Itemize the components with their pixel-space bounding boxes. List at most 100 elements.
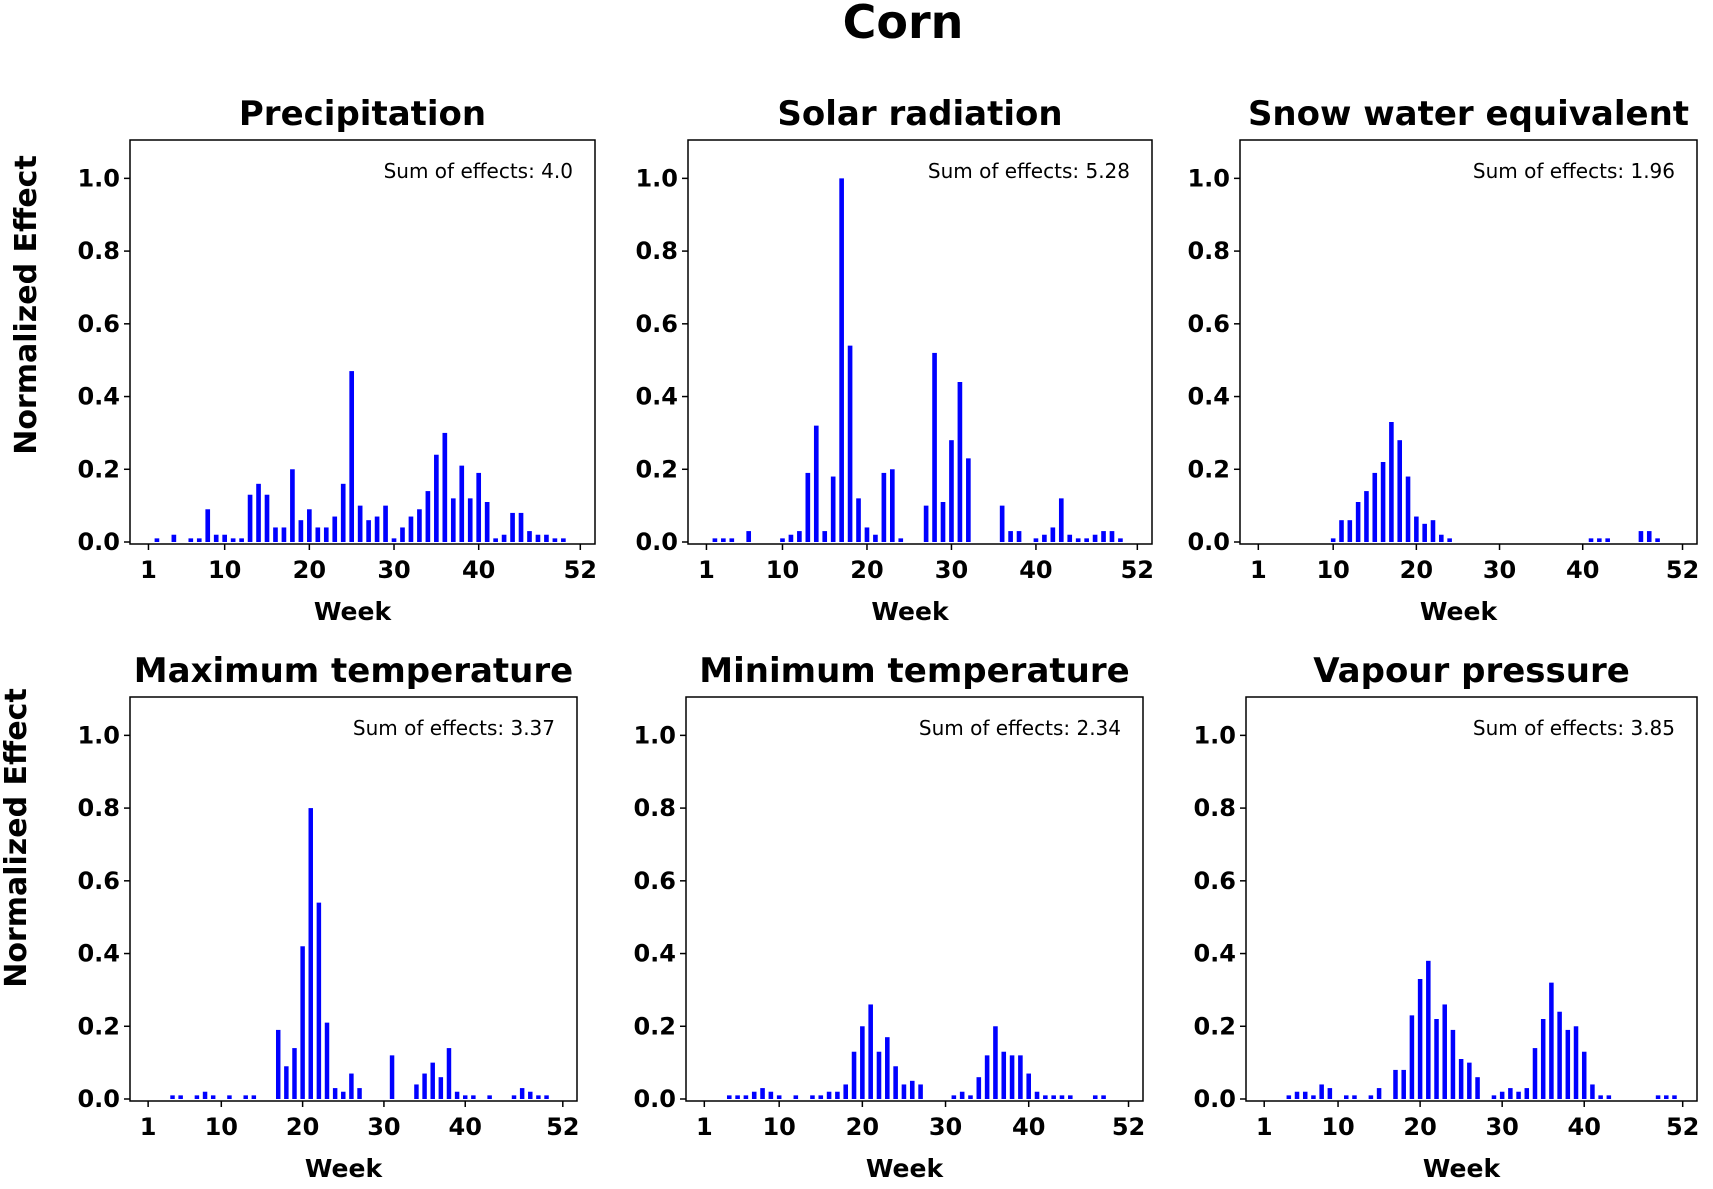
x-tick-label: 20 — [293, 556, 326, 584]
y-tick-label: 1.0 — [77, 721, 120, 749]
x-tick-label: 10 — [1316, 556, 1349, 584]
panel-title: Precipitation — [239, 94, 486, 134]
x-axis-label: Week — [1420, 597, 1499, 626]
bar — [535, 534, 541, 542]
bar — [315, 527, 321, 542]
bar — [1655, 1095, 1661, 1099]
y-tick-label: 0.8 — [1187, 237, 1230, 265]
bar — [493, 538, 498, 542]
bar — [901, 1084, 907, 1099]
bar — [1447, 538, 1452, 542]
bar — [1426, 960, 1431, 1099]
x-tick-label: 52 — [564, 556, 597, 584]
x-tick-label: 52 — [1121, 556, 1154, 584]
bar — [281, 527, 287, 542]
bar — [826, 1091, 832, 1099]
bar — [1050, 527, 1056, 542]
bar — [438, 1077, 444, 1099]
bar — [1524, 1088, 1530, 1099]
bar — [471, 1095, 476, 1099]
y-tick-label: 0.8 — [1193, 794, 1236, 822]
bar — [1068, 1095, 1073, 1099]
bar — [721, 538, 726, 542]
bar — [1319, 1084, 1324, 1099]
bar — [864, 527, 870, 542]
bar — [835, 1091, 840, 1099]
plot-frame — [685, 696, 1144, 1102]
x-tick-label: 30 — [367, 1113, 400, 1141]
bar — [1018, 1055, 1023, 1099]
bar — [830, 476, 836, 542]
bar — [856, 498, 861, 542]
bar — [264, 494, 270, 542]
bar — [957, 382, 963, 542]
bar — [222, 534, 228, 542]
bar — [341, 1091, 346, 1099]
bar — [847, 345, 853, 542]
chart-panel: Snow water equivalent Sum of effects: 1.9… — [1187, 94, 1699, 626]
bar — [528, 1091, 533, 1099]
bar — [239, 538, 244, 542]
bar — [976, 1077, 982, 1099]
bar — [383, 505, 388, 542]
bar — [1439, 534, 1444, 542]
bar — [1092, 1095, 1098, 1099]
bar — [527, 531, 532, 542]
bar — [1508, 1088, 1513, 1099]
bar — [459, 465, 465, 542]
x-axis-label: Week — [1423, 1154, 1502, 1183]
bar — [340, 483, 346, 542]
bar — [810, 1095, 815, 1099]
bar — [760, 1088, 765, 1099]
bar — [940, 502, 946, 542]
bar — [746, 531, 752, 542]
sum-of-effects-label: Sum of effects: 2.34 — [919, 716, 1121, 740]
bar — [292, 1048, 297, 1099]
y-tick-label: 0.0 — [77, 1085, 120, 1113]
bar — [275, 1029, 281, 1099]
x-tick-label: 10 — [208, 556, 241, 584]
x-tick-label: 20 — [850, 556, 883, 584]
x-tick-label: 30 — [929, 1113, 962, 1141]
x-tick-label: 52 — [1666, 556, 1699, 584]
y-tick-label: 0.6 — [77, 867, 120, 895]
bar — [1339, 520, 1344, 542]
chart-panels: Precipitation Sum of effects: 4.0 0.0 0.2 0.… — [77, 94, 1699, 1183]
y-tick-label: 0.6 — [635, 310, 678, 338]
bar — [510, 512, 515, 542]
x-tick-label: 20 — [846, 1113, 879, 1141]
y-tick-label: 0.0 — [633, 1085, 676, 1113]
bar — [1101, 531, 1106, 542]
x-tick-label: 1 — [1250, 556, 1267, 584]
y-tick-label: 0.2 — [633, 1012, 676, 1040]
bar — [1344, 1095, 1349, 1099]
panel-title: Snow water equivalent — [1248, 94, 1689, 134]
bar — [1655, 538, 1660, 542]
bar — [425, 491, 431, 542]
bar — [400, 527, 405, 542]
x-axis-label: Week — [305, 1154, 384, 1183]
bar — [881, 472, 887, 542]
bar — [1590, 1084, 1595, 1099]
bar — [1009, 1055, 1015, 1099]
bar — [298, 520, 304, 542]
plot-frame — [129, 139, 596, 545]
bar — [188, 538, 194, 542]
x-tick-label: 40 — [1019, 556, 1052, 584]
bar — [484, 502, 490, 542]
bar — [171, 534, 177, 542]
bar — [446, 1048, 452, 1099]
x-tick-label: 40 — [462, 556, 495, 584]
bar — [1372, 472, 1378, 542]
bar — [1364, 491, 1369, 542]
bar — [357, 505, 363, 542]
bar — [1001, 1051, 1007, 1099]
y-axis-label-bottom: Normalized Effect — [0, 688, 34, 988]
bar — [518, 512, 524, 542]
bar — [1664, 1095, 1669, 1099]
bar — [1672, 1095, 1677, 1099]
y-tick-label: 0.2 — [1187, 455, 1230, 483]
x-tick-label: 40 — [1568, 1113, 1601, 1141]
bar — [1532, 1048, 1538, 1099]
